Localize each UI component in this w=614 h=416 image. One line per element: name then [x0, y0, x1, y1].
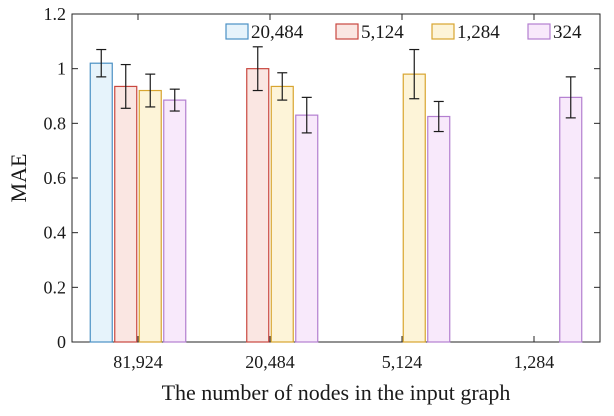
error-bar-series3-1: [145, 73, 156, 108]
legend-swatch: [225, 23, 249, 40]
y-tick-label: 0: [57, 332, 66, 352]
y-axis-title: MAE: [6, 154, 31, 203]
bar-series4-3: [427, 115, 451, 343]
error-bar-series2-1: [120, 63, 131, 109]
legend-label: 20,484: [251, 22, 304, 43]
x-tick-label: 5,124: [382, 352, 423, 372]
x-tick-label: 1,284: [514, 352, 555, 372]
bar-series4-1: [163, 99, 187, 343]
x-tick-label: 81,924: [113, 352, 163, 372]
legend-label: 5,124: [361, 22, 404, 43]
error-bar-series4-4: [565, 76, 576, 119]
legend: 20,484 5,124 1,284 324: [225, 22, 582, 43]
legend-swatch: [431, 23, 455, 40]
bar-series4-2: [295, 114, 319, 343]
y-axis: 0 0.2 0.4 0.6 0.8 1 1.2: [44, 4, 600, 352]
legend-label: 324: [553, 22, 582, 43]
error-bar-series2-2: [252, 46, 263, 92]
legend-item-2: 5,124: [335, 22, 404, 43]
y-tick-label: 1: [57, 59, 66, 79]
error-bar-series4-3: [433, 100, 444, 133]
bar-series1-1: [89, 62, 113, 343]
bar-series3-2: [270, 85, 294, 343]
legend-swatch: [335, 23, 359, 40]
bar-series2-1: [114, 85, 138, 343]
x-axis: 81,924 20,484 5,124 1,284: [113, 14, 554, 372]
bar-series3-1: [138, 89, 162, 343]
y-tick-label: 1.2: [44, 4, 67, 24]
x-tick-label: 20,484: [245, 352, 295, 372]
legend-swatch: [527, 23, 551, 40]
bar-series3-3: [402, 73, 426, 343]
y-tick-label: 0.2: [44, 277, 67, 297]
y-tick-label: 0.8: [44, 113, 67, 133]
bars-layer: [89, 62, 583, 343]
legend-item-1: 20,484: [225, 22, 304, 43]
error-bar-series1-1: [96, 48, 107, 78]
error-bars-layer: [96, 46, 576, 134]
legend-item-4: 324: [527, 22, 582, 43]
error-bar-series4-1: [169, 88, 180, 112]
error-bar-series4-2: [301, 96, 312, 134]
legend-item-3: 1,284: [431, 22, 500, 43]
bar-series4-4: [559, 96, 583, 343]
y-tick-label: 0.4: [44, 223, 67, 243]
bar-series2-2: [246, 68, 270, 343]
error-bar-series3-3: [409, 48, 420, 100]
legend-label: 1,284: [457, 22, 500, 43]
error-bar-series3-2: [277, 72, 288, 101]
x-axis-title: The number of nodes in the input graph: [162, 380, 511, 405]
y-tick-label: 0.6: [44, 168, 67, 188]
